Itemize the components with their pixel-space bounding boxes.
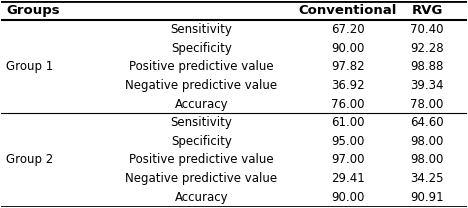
Text: 29.41: 29.41 (331, 172, 365, 185)
Text: 97.00: 97.00 (331, 154, 365, 166)
Text: 90.00: 90.00 (331, 191, 365, 204)
Text: 64.60: 64.60 (410, 116, 444, 129)
Text: Sensitivity: Sensitivity (170, 116, 233, 129)
Text: Negative predictive value: Negative predictive value (125, 172, 278, 185)
Text: 34.25: 34.25 (410, 172, 444, 185)
Text: 90.00: 90.00 (331, 42, 365, 54)
Text: Specificity: Specificity (171, 135, 232, 148)
Text: Accuracy: Accuracy (175, 191, 228, 204)
Text: Positive predictive value: Positive predictive value (129, 60, 274, 73)
Text: 67.20: 67.20 (331, 23, 365, 36)
Text: 95.00: 95.00 (331, 135, 365, 148)
Text: 39.34: 39.34 (410, 79, 444, 92)
Text: 78.00: 78.00 (410, 98, 444, 110)
Text: Specificity: Specificity (171, 42, 232, 54)
Text: 36.92: 36.92 (331, 79, 365, 92)
Text: 92.28: 92.28 (410, 42, 444, 54)
Text: Sensitivity: Sensitivity (170, 23, 233, 36)
Text: 97.82: 97.82 (331, 60, 365, 73)
Text: Positive predictive value: Positive predictive value (129, 154, 274, 166)
Text: 98.00: 98.00 (410, 135, 444, 148)
Text: Conventional: Conventional (299, 4, 397, 17)
Text: 98.88: 98.88 (410, 60, 444, 73)
Text: RVG: RVG (411, 4, 443, 17)
Text: 98.00: 98.00 (410, 154, 444, 166)
Text: 76.00: 76.00 (331, 98, 365, 110)
Text: Accuracy: Accuracy (175, 98, 228, 110)
Text: Group 2: Group 2 (6, 154, 53, 166)
Text: 90.91: 90.91 (410, 191, 444, 204)
Text: 70.40: 70.40 (410, 23, 444, 36)
Text: Group 1: Group 1 (6, 60, 53, 73)
Text: Negative predictive value: Negative predictive value (125, 79, 278, 92)
Text: 61.00: 61.00 (331, 116, 365, 129)
Text: Groups: Groups (6, 4, 59, 17)
